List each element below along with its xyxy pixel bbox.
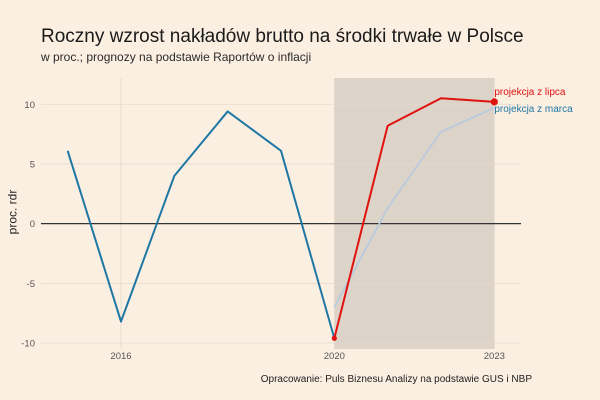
series-line: [66, 110, 336, 339]
y-tick-label: 0: [30, 219, 35, 230]
forecast-shade: [334, 78, 495, 349]
x-tick-label: 2016: [110, 351, 131, 362]
source-caption: Opracowanie: Puls Biznesu Analizy na pod…: [260, 374, 532, 385]
legend-label: projekcja z marca: [494, 104, 573, 115]
legend-label: projekcja z lipca: [494, 87, 566, 98]
y-tick-label: -10: [21, 339, 35, 350]
series-point: [331, 335, 337, 341]
chart-subtitle: w proc.; prognozy na podstawie Raportów …: [41, 50, 312, 64]
chart-title: Roczny wzrost nakładów brutto na środki …: [41, 26, 524, 47]
y-tick-label: 5: [30, 159, 35, 170]
x-tick-label: 2020: [324, 351, 345, 362]
series-line: [333, 107, 495, 308]
y-tick-label: 10: [24, 100, 35, 111]
series-line: [333, 97, 495, 339]
y-tick-label: -5: [27, 279, 35, 290]
series-point: [490, 98, 498, 106]
x-tick-label: 2023: [484, 351, 505, 362]
